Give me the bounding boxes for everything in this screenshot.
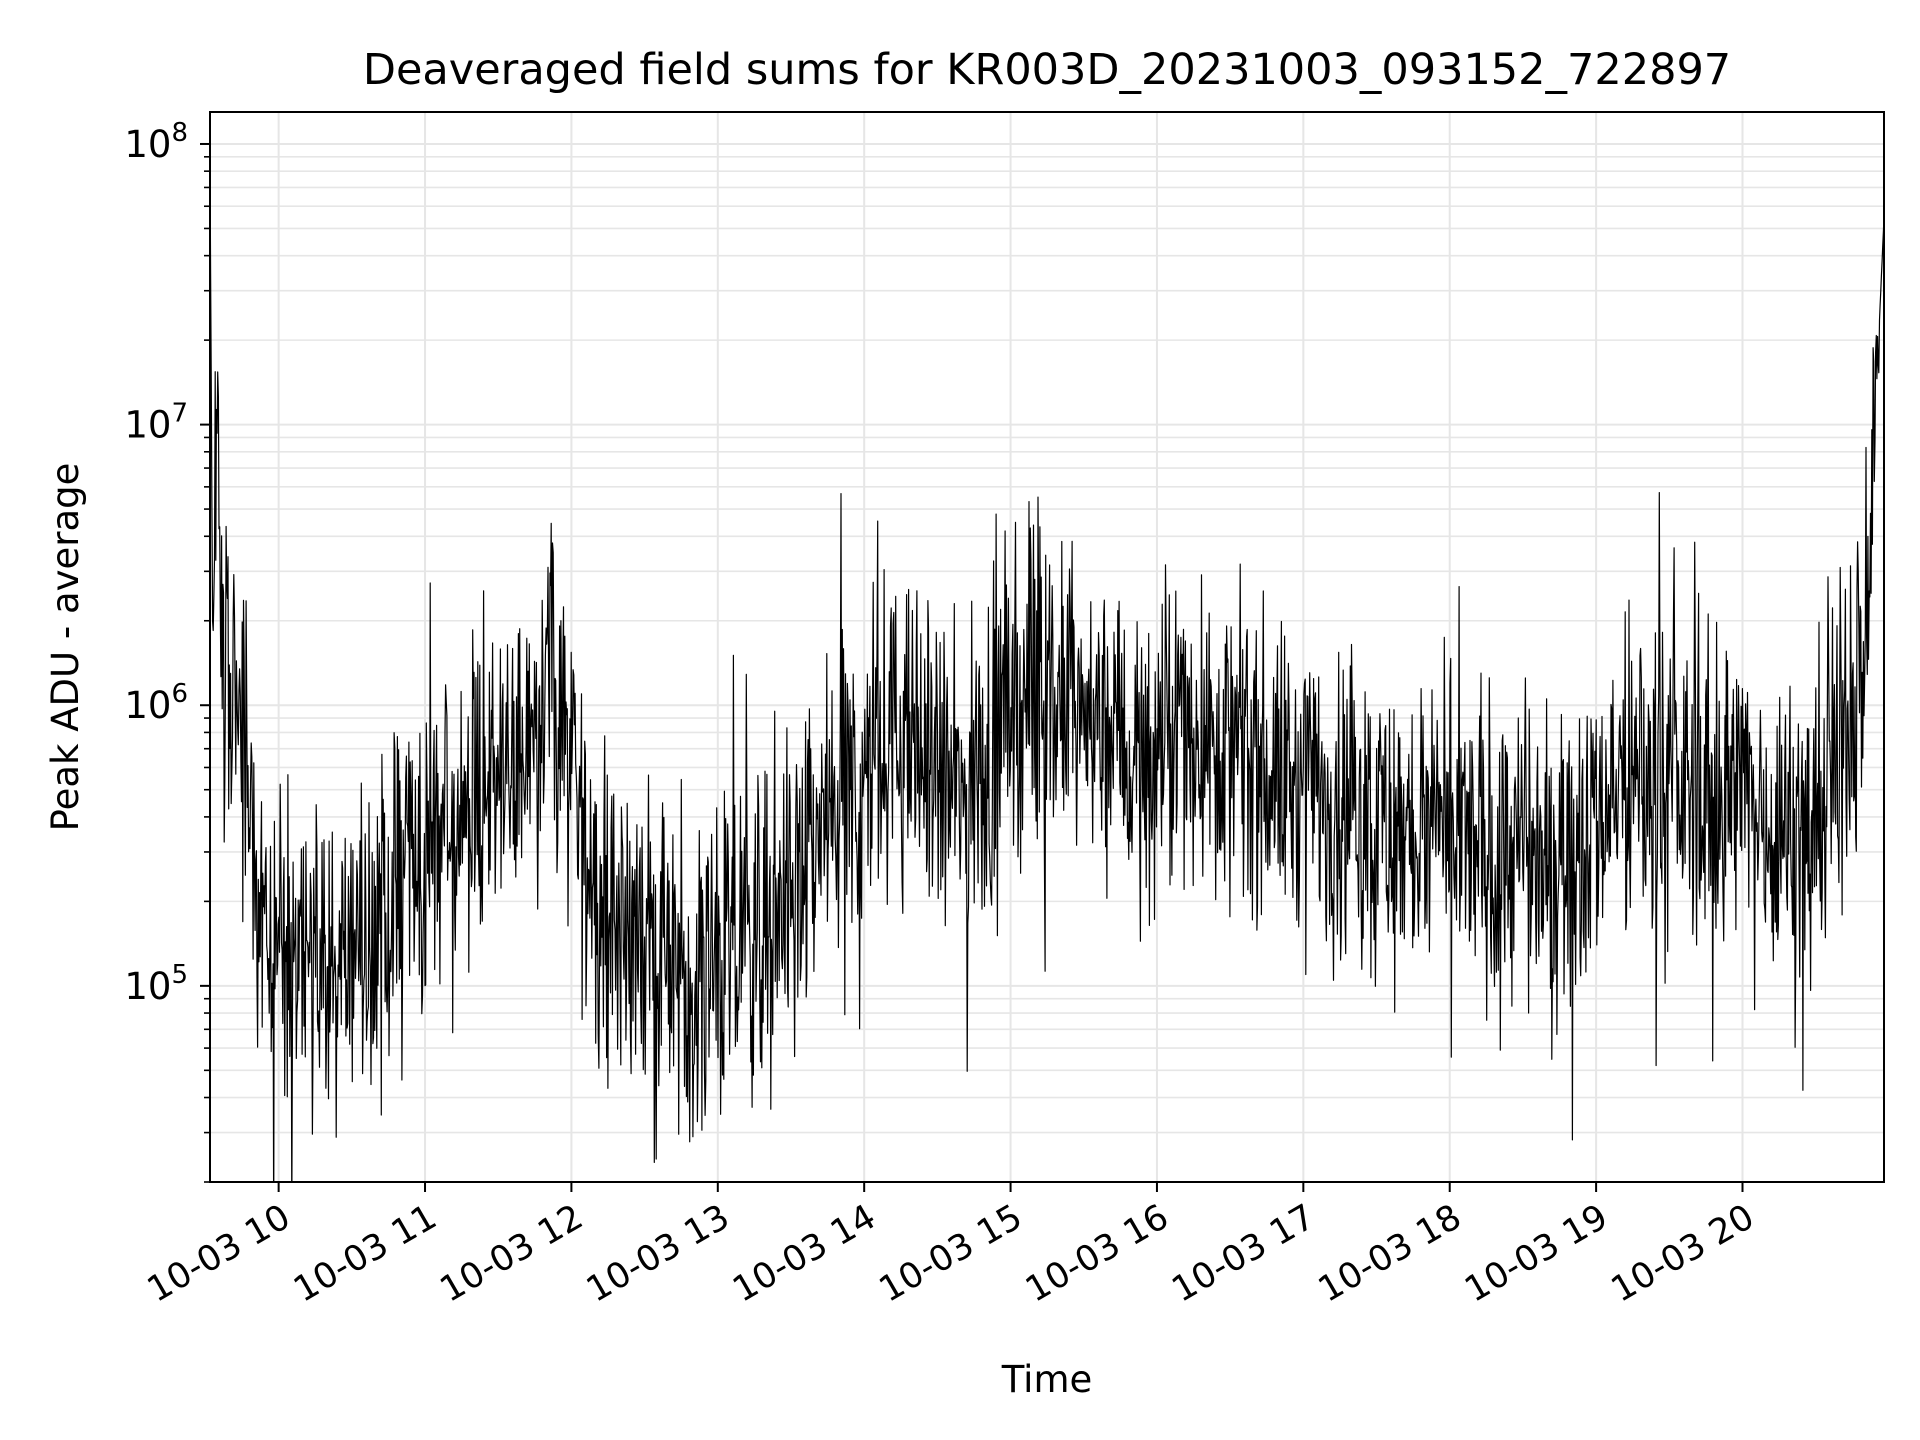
axes-frame xyxy=(209,111,1885,1183)
plot-area xyxy=(210,156,1884,1182)
y-tick-label: 107 xyxy=(124,399,188,447)
series-line xyxy=(210,156,1884,1182)
y-tick-label: 106 xyxy=(124,679,188,727)
chart-title: Deaveraged field sums for KR003D_2023100… xyxy=(363,45,1731,95)
x-axis-label: Time xyxy=(1001,1358,1093,1401)
y-tick-label: 108 xyxy=(124,118,188,166)
y-axis-label: Peak ADU - average xyxy=(44,463,87,832)
